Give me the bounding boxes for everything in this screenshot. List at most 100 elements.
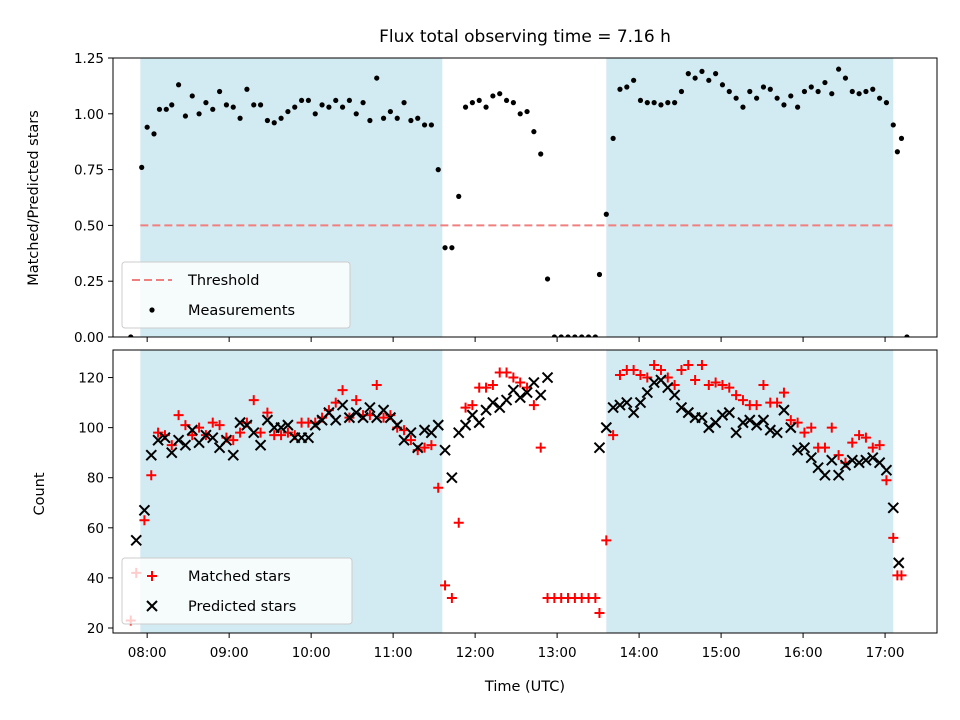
top-measurements-point-42 [415,115,421,121]
bottom-x-tick-label-6: 14:00 [620,645,659,661]
bottom-matched-stars-point-108 [860,432,871,443]
bottom-x-tick-label-4: 12:00 [456,645,495,661]
top-measurements-point-62 [551,334,557,337]
top-measurements-point-89 [733,95,739,101]
bottom-predicted-stars-point-54 [500,394,513,406]
top-measurements-point-17 [244,86,250,92]
chart-title: Flux total observing time = 7.16 h [379,27,671,47]
bottom-matched-stars-point-75 [635,370,646,381]
top-axes-frame [112,57,938,338]
top-measurements-point-22 [278,115,284,121]
top-measurements-point-35 [367,117,373,124]
bottom-predicted-stars-point-69 [648,376,660,389]
top-measurements-point-28 [319,102,325,108]
top-measurements-point-63 [558,334,564,337]
bottom-axes-frame [112,349,938,634]
top-measurements-point-78 [658,102,664,108]
bottom-predicted-stars-point-65 [621,396,633,409]
bottom-matched-stars-point-6 [166,440,177,451]
bottom-predicted-stars-point-94 [819,469,831,481]
top-measurements-point-115 [904,334,910,337]
top-measurements-point-111 [883,100,890,106]
bottom-matched-stars-point-84 [696,360,707,371]
top-measurements-point-52 [483,104,489,110]
top-measurements-point-72 [617,86,623,92]
bottom-matched-stars-point-33 [351,395,362,406]
bottom-matched-stars-point-100 [806,422,817,433]
bottom-predicted-stars-point-74 [682,406,695,419]
top-measurements-point-15 [230,104,236,110]
bottom-matched-stars-point-106 [847,437,858,448]
top-measurements-point-84 [699,68,705,74]
bottom-predicted-stars-point-63 [607,401,619,414]
bottom-matched-stars-point-46 [440,580,451,591]
bottom-predicted-stars-point-5 [166,446,178,459]
top-measurements-point-68 [592,334,598,337]
bottom-matched-stars-point-69 [594,607,605,618]
bottom-matched-stars-point-60 [535,442,546,453]
bottom-predicted-stars-point-100 [860,454,872,466]
bottom-matched-stars-point-112 [888,532,899,543]
bottom-matched-stars-point-50 [467,400,478,411]
bottom-predicted-stars-point-42 [418,424,431,436]
bottom-matched-stars-point-76 [642,372,653,383]
bottom-predicted-stars-point-76 [696,411,708,424]
bottom-matched-stars-point-43 [419,442,430,453]
bottom-matched-stars-point-12 [207,417,218,428]
bottom-predicted-stars-point-91 [798,441,811,454]
bottom-matched-stars-point-23 [282,427,293,438]
bottom-matched-stars-point-107 [854,430,865,441]
bottom-predicted-stars-point-0 [130,534,142,547]
bottom-predicted-stars-point-64 [614,399,626,411]
bottom-legend-box [121,557,353,625]
top-measurements-point-25 [298,97,305,104]
top-measurements-point-60 [538,151,544,157]
bottom-matched-stars-point-99 [799,427,810,438]
bottom-matched-stars-point-74 [628,365,639,376]
top-y-tick-label-1: 0.25 [74,274,104,290]
top-measurements-point-98 [795,104,801,110]
bottom-predicted-stars-point-104 [887,502,899,514]
bottom-matched-stars-point-4 [153,427,164,438]
bottom-legend-matched-stars-label: Matched stars [188,569,291,585]
top-measurements-point-16 [237,115,243,121]
top-measurements-point-34 [360,100,366,106]
bottom-matched-stars-point-53 [487,380,498,391]
top-measurements-point-6 [169,102,175,108]
bottom-predicted-stars-point-26 [309,419,321,431]
bottom-matched-stars-point-93 [758,380,769,391]
bottom-matched-stars-point-41 [405,435,416,446]
bottom-predicted-stars-point-98 [846,454,858,466]
top-measurements-point-80 [672,100,678,106]
top-measurements-point-7 [175,82,182,88]
top-measurements-point-4 [156,106,163,112]
top-measurements-point-73 [624,84,630,90]
bottom-predicted-stars-point-29 [330,414,342,426]
bottom-predicted-stars-point-15 [234,416,246,429]
bottom-predicted-stars-point-83 [744,414,756,426]
bottom-predicted-stars-point-10 [200,429,212,441]
top-measurements-point-92 [754,95,760,101]
bottom-matched-stars-point-97 [785,415,796,426]
top-measurements-point-97 [788,93,794,99]
bottom-legend-predicted-stars-label: Predicted stars [188,599,296,615]
bottom-predicted-stars-point-52 [487,396,499,409]
top-measurements-point-93 [760,84,767,90]
bottom-matched-stars-point-45 [433,482,444,493]
bottom-predicted-stars-point-66 [627,406,640,419]
top-measurements-point-20 [264,117,271,124]
bottom-predicted-stars-point-3 [152,434,164,446]
top-measurements-point-87 [719,82,726,88]
top-measurements-point-5 [163,106,169,112]
bottom-predicted-stars-point-89 [785,421,797,434]
top-measurements-point-21 [271,120,277,126]
bottom-predicted-stars-point-32 [350,406,362,419]
top-measurements-point-43 [421,122,428,128]
bottom-x-tick-label-8: 16:00 [784,645,823,661]
bottom-y-tick-label-0: 20 [87,621,104,637]
top-measurements-point-9 [189,93,195,99]
bottom-predicted-stars-point-77 [703,421,715,434]
top-measurements-point-19 [257,102,264,108]
top-measurements-point-57 [517,111,523,117]
top-measurements-point-96 [781,102,787,108]
